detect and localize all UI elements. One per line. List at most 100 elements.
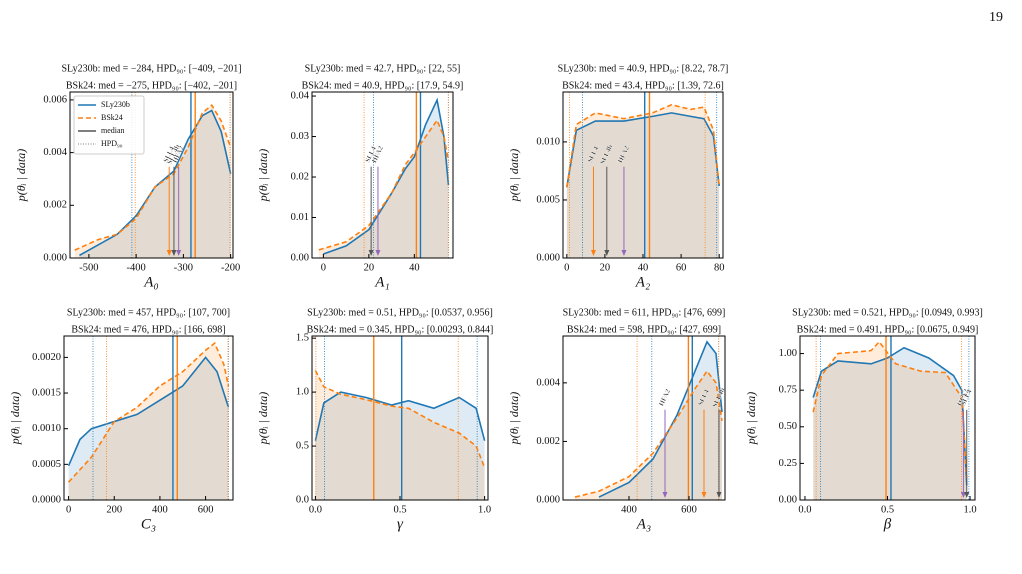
y-tick-label: 1.0: [296, 387, 309, 398]
density-area: [79, 110, 231, 258]
chart-title: BSk24: med = 0.491, HPD₉₀: [0.0675, 0.94…: [797, 324, 979, 335]
x-tick-label: 1.0: [963, 504, 976, 515]
legend-label: median: [101, 126, 125, 135]
y-tick-label: 0.004: [536, 377, 560, 388]
chart-title: SLy230b: med = 0.51, HPD₉₀: [0.0537, 0.9…: [307, 307, 493, 318]
y-axis-label: p(θᵢ | data): [507, 392, 521, 445]
arrow-head: [621, 250, 627, 256]
chart-title: SLy230b: med = 42.7, HPD₉₀: [22, 55]: [305, 63, 461, 74]
y-tick-label: 0.010: [536, 136, 560, 147]
chart-title: SLy230b: med = 40.9, HPD₉₀: [8.22, 78.7]: [558, 63, 729, 74]
density-line: [67, 356, 230, 467]
y-tick-label: 0.50: [779, 421, 797, 432]
chart-title: SLy230b: med = 457, HPD₉₀: [107, 700]: [67, 307, 230, 318]
y-tick-label: 0.000: [43, 252, 67, 263]
page-number: 19: [989, 10, 1003, 25]
y-tick-label: 0.000: [536, 494, 560, 505]
chart-title: SLy230b: med = 611, HPD₉₀: [476, 699]: [563, 307, 726, 318]
density-line: [598, 340, 723, 498]
x-tick-label: 0.0: [309, 504, 322, 515]
axes-frame: [562, 335, 726, 501]
y-tick-label: 0.000: [536, 252, 560, 263]
legend-label: SLy230b: [101, 100, 130, 109]
density-area: [813, 341, 967, 500]
density-line: [314, 391, 486, 441]
x-tick-label: 0: [564, 262, 569, 273]
y-tick-label: 0.0010: [32, 423, 61, 434]
x-tick-label: -300: [174, 262, 193, 273]
y-axis-label: p(θᵢ | data): [256, 392, 270, 445]
chart-title: BSk24: med = 40.9, HPD₉₀: [17.9, 54.9]: [302, 80, 464, 91]
y-axis-label: p(θᵢ | data): [744, 392, 758, 445]
x-tick-label: 0: [321, 262, 326, 273]
y-tick-label: 0.004: [43, 147, 67, 158]
arrow-head: [375, 250, 381, 256]
x-tick-label: 0.5: [393, 504, 406, 515]
arrow-head: [716, 492, 722, 498]
y-tick-label: 0.02: [291, 171, 309, 182]
arrow-head: [368, 250, 374, 256]
x-tick-label: 40: [409, 262, 420, 273]
x-tick-label: -400: [127, 262, 146, 273]
x-tick-label: 40: [638, 262, 649, 273]
density-area: [315, 392, 485, 500]
density-area: [323, 100, 449, 258]
plot-area: [566, 92, 720, 258]
x-axis-label: A₁: [374, 274, 389, 290]
y-axis-label: p(θᵢ | data): [14, 149, 28, 202]
arrow-head: [604, 250, 610, 256]
y-tick-label: 0.002: [536, 436, 560, 447]
plot-area: [314, 336, 486, 500]
arrow-head: [701, 492, 707, 498]
x-tick-label: 20: [600, 262, 611, 273]
density-line: [318, 118, 450, 251]
x-tick-label: -200: [221, 262, 240, 273]
x-tick-label: 0: [66, 504, 71, 515]
plot-area: [574, 336, 723, 500]
x-axis-label: A₀: [143, 274, 158, 290]
axes-frame: [69, 91, 234, 259]
chart-title: BSk24: med = 476, HPD₉₀: [166, 698]: [71, 324, 225, 335]
y-tick-label: 0.00: [291, 252, 309, 263]
x-tick-label: 600: [681, 504, 697, 515]
density-line: [566, 112, 720, 188]
arrow-head: [166, 250, 172, 256]
y-tick-label: 0.002: [43, 200, 67, 211]
arrow-head: [662, 492, 668, 498]
arrow-head: [590, 250, 596, 256]
x-tick-label: 20: [364, 262, 375, 273]
density-area: [566, 112, 720, 258]
y-tick-label: 0.01: [291, 212, 309, 223]
density-line: [566, 103, 720, 188]
legend-label: BSk24: [101, 113, 123, 122]
y-tick-label: 0.03: [291, 131, 309, 142]
x-tick-label: 60: [676, 262, 687, 273]
density-area: [566, 104, 720, 258]
y-tick-label: 0.0015: [32, 387, 61, 398]
y-tick-label: 0.25: [779, 458, 797, 469]
x-axis-label: C₃: [141, 516, 156, 532]
x-tick-label: 600: [198, 504, 214, 515]
y-tick-label: 1.00: [779, 348, 797, 359]
x-axis-label: γ: [397, 516, 404, 532]
y-tick-label: 0.0005: [32, 459, 61, 470]
density-line: [574, 369, 723, 498]
x-tick-label: 0.5: [881, 504, 894, 515]
axes-frame: [63, 335, 234, 501]
y-tick-label: 0.75: [779, 385, 797, 396]
y-tick-label: 0.005: [536, 194, 560, 205]
y-tick-label: 0.006: [43, 94, 67, 105]
y-tick-label: 0.0: [296, 494, 309, 505]
y-axis-label: p(θᵢ | data): [256, 149, 270, 202]
x-tick-label: 1.0: [478, 504, 491, 515]
x-axis-label: A₃: [636, 516, 651, 532]
y-axis-label: p(θᵢ | data): [507, 149, 521, 202]
chart-title: SLy230b: med = 0.521, HPD₉₀: [0.0949, 0.…: [792, 307, 983, 318]
density-line: [314, 370, 486, 468]
arrow-head: [960, 492, 966, 498]
axes-frame: [311, 91, 454, 259]
x-tick-label: 0.0: [798, 504, 811, 515]
y-tick-label: 0.04: [291, 90, 310, 101]
density-line: [67, 341, 230, 483]
x-tick-label: 200: [106, 504, 122, 515]
